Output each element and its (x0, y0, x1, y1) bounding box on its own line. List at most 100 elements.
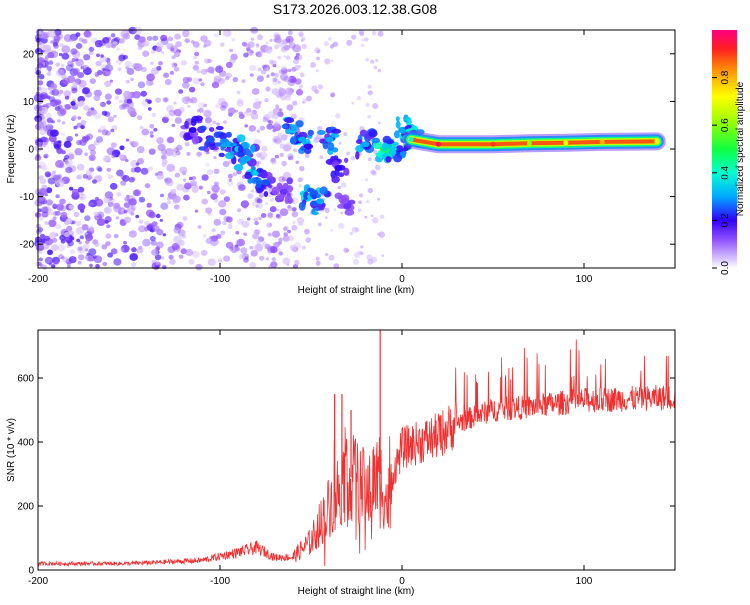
spectrogram-noise-blob (148, 166, 153, 171)
spectrogram-noise-blob (256, 240, 262, 245)
spectrogram-noise-blob (124, 196, 130, 202)
spectrogram-ridge-blob (235, 152, 244, 157)
spectrogram-noise-blob (290, 197, 298, 204)
spectrogram-noise-blob (274, 44, 280, 50)
spectrogram-noise-blob (378, 121, 381, 125)
spectrogram-noise-blob (241, 220, 250, 228)
spectrogram-noise-blob (234, 246, 240, 252)
spectrogram-noise-blob (193, 56, 197, 60)
spectrogram-noise-blob (287, 78, 296, 86)
spectrogram-noise-blob (213, 75, 222, 83)
figure-title: S173.2026.003.12.38.G08 (273, 1, 437, 17)
spectrogram-noise-blob (225, 61, 233, 69)
x-tick-label: 100 (576, 576, 593, 587)
spectrogram-noise-blob (59, 43, 64, 47)
spectrogram-noise-blob (156, 65, 162, 71)
spectrogram-noise-blob (256, 198, 263, 204)
spectrogram-noise-blob (253, 217, 259, 222)
spectrogram-ridge-blob (343, 157, 349, 163)
spectrogram-noise-blob (102, 37, 110, 44)
spectrogram-noise-blob (190, 180, 197, 187)
spectrogram-noise-blob (107, 61, 111, 65)
spectrogram-noise-blob (293, 58, 300, 65)
spectrogram-noise-blob (54, 28, 62, 36)
spectrogram-noise-blob (204, 162, 210, 167)
spectrogram-noise-blob (60, 211, 68, 218)
spectrogram-noise-blob (155, 46, 162, 53)
spectrogram-noise-blob (56, 100, 61, 105)
spectrogram-noise-blob (202, 233, 207, 238)
spectrogram-noise-blob (65, 64, 74, 72)
spectrogram-ridge-point (361, 141, 370, 148)
spectrogram-noise-blob (40, 94, 46, 99)
spectrogram-noise-blob (364, 37, 369, 42)
spectrogram-noise-blob (171, 152, 178, 158)
spectrogram-noise-blob (116, 47, 121, 51)
spectrogram-noise-blob (211, 81, 220, 89)
spectrogram-noise-blob (37, 261, 42, 266)
spectrogram-x-label: Height of straight line (km) (298, 285, 415, 296)
snr-x-ticks: -200 -100 0 100 (28, 330, 593, 587)
spectrogram-noise-blob (138, 196, 146, 203)
spectrogram-noise-blob (182, 178, 187, 182)
spectrogram-noise-blob (90, 107, 95, 111)
spectrogram-noise-blob (229, 246, 234, 251)
spectrogram-noise-blob (246, 107, 252, 113)
spectrogram-noise-blob (273, 72, 279, 78)
spectrogram-noise-blob (282, 257, 291, 265)
spectrogram-noise-blob (367, 188, 373, 193)
spectrogram-noise-blob (95, 264, 100, 268)
spectrogram-noise-blob (296, 54, 303, 61)
spectrogram-noise-blob (367, 84, 372, 89)
spectrogram-noise-blob (77, 260, 82, 265)
spectrogram-noise-blob (361, 38, 365, 42)
spectrogram-noise-blob (174, 33, 182, 40)
spectrogram-noise-blob (316, 49, 321, 54)
spectrogram-noise-blob (358, 200, 362, 204)
spectrogram-noise-blob (249, 64, 257, 72)
spectrogram-noise-blob (305, 237, 312, 243)
spectrogram-noise-blob (92, 179, 97, 184)
spectrogram-noise-blob (243, 257, 249, 263)
spectrogram-carrier-point (408, 137, 414, 142)
spectrogram-noise-blob (377, 68, 382, 73)
spectrogram-noise-blob (201, 249, 208, 256)
spectrogram-noise-blob (225, 72, 232, 79)
spectrogram-ridge-blob (344, 209, 355, 216)
spectrogram-noise-blob (51, 88, 60, 96)
spectrogram-noise-blob (184, 38, 190, 44)
snr-frame (37, 329, 676, 571)
spectrogram-noise-blob (101, 110, 108, 116)
spectrogram-noise-blob (140, 167, 149, 175)
spectrogram-noise-blob (42, 136, 49, 143)
spectrogram-noise-blob (267, 119, 272, 124)
spectrogram-noise-blob (166, 196, 172, 201)
spectrogram-noise-blob (212, 120, 217, 125)
spectrogram-noise-blob (110, 33, 116, 38)
spectrogram-noise-blob (61, 63, 65, 68)
spectrogram-noise-blob (311, 85, 318, 92)
spectrogram-noise-blob (139, 125, 144, 130)
spectrogram-noise-blob (126, 194, 130, 198)
spectrogram-ridge-blob (258, 171, 268, 178)
spectrogram-noise-blob (223, 255, 231, 262)
spectrogram-ridge-blob (271, 186, 280, 196)
spectrogram-noise-blob (324, 58, 331, 65)
spectrogram-noise-blob (37, 42, 42, 46)
spectrogram-noise-blob (142, 238, 151, 247)
y-tick-label: 0 (28, 145, 34, 156)
spectrogram-noise-blob (370, 214, 374, 218)
spectrogram-noise-blob (134, 62, 142, 70)
spectrogram-ridge-blob (371, 137, 381, 144)
spectrogram-noise-blob (42, 44, 52, 53)
spectrogram-noise-blob (228, 223, 233, 227)
spectrogram-noise-blob (130, 77, 135, 82)
spectrogram-noise-blob (64, 104, 72, 110)
spectrogram-noise-blob (53, 140, 62, 149)
spectrogram-noise-blob (96, 53, 100, 58)
spectrogram-noise-blob (161, 116, 169, 124)
colorbar-ticks: 0.0 0.2 0.4 0.6 0.8 (712, 70, 731, 275)
spectrogram-noise-blob (146, 36, 153, 41)
spectrogram-noise-blob (240, 200, 250, 208)
spectrogram-noise-blob (248, 125, 256, 132)
